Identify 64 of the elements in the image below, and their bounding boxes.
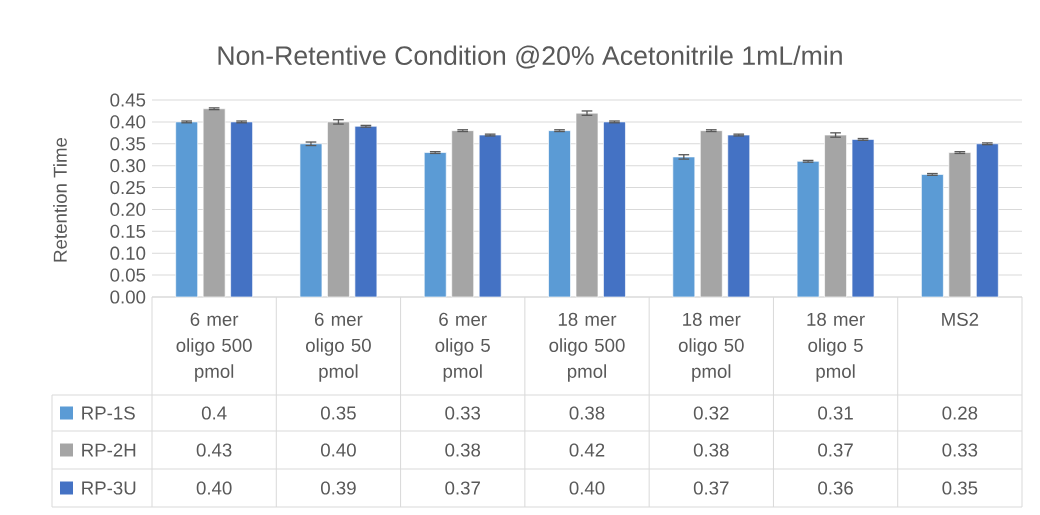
legend-label: RP-1S <box>82 406 135 420</box>
bar <box>824 134 847 298</box>
data-label: 0.40 <box>569 481 605 495</box>
data-label: 0.38 <box>693 443 729 457</box>
bar <box>548 130 571 298</box>
x-tick-label: MS2 <box>942 312 979 326</box>
data-label: 0.42 <box>569 443 605 457</box>
y-tick-label: 0.40 <box>110 115 146 129</box>
data-label: 0.35 <box>321 406 356 420</box>
bar <box>975 143 999 298</box>
data-label: 0.37 <box>445 481 480 495</box>
bar <box>202 108 226 298</box>
x-tick-label: 6 mer oligo 500 pmol <box>176 312 252 382</box>
y-tick-label: 0.15 <box>110 224 146 238</box>
data-label: 0.37 <box>818 443 853 457</box>
y-tick-label: 0.05 <box>110 268 146 282</box>
y-axis-title: Retention Time <box>53 137 67 262</box>
bar <box>327 121 350 298</box>
bar <box>423 152 447 298</box>
x-tick-label: 18 mer oligo 50 pmol <box>678 312 744 382</box>
bar <box>921 174 944 298</box>
bar <box>796 160 820 298</box>
bar <box>851 139 875 298</box>
data-label: 0.4 <box>201 406 227 420</box>
y-tick-label: 0.25 <box>110 180 146 195</box>
x-tick-label: 18 mer oligo 500 pmol <box>549 312 625 382</box>
data-label: 0.39 <box>321 481 356 495</box>
data-label: 0.38 <box>569 406 605 420</box>
data-label: 0.37 <box>693 481 729 495</box>
x-tick-label: 6 mer oligo 50 pmol <box>305 312 371 382</box>
data-label: 0.36 <box>818 481 853 495</box>
y-tick-label: 0.10 <box>110 246 146 260</box>
data-label: 0.38 <box>445 443 481 457</box>
bar <box>299 143 323 298</box>
bar <box>727 134 751 298</box>
data-label: 0.32 <box>693 406 729 420</box>
y-tick-label: 0.45 <box>110 93 146 107</box>
bar <box>575 112 599 298</box>
data-label: 0.40 <box>321 443 356 457</box>
y-tick-label: 0.30 <box>110 159 146 173</box>
x-tick-label: 18 mer oligo 5 pmol <box>807 312 865 382</box>
x-tick-label: 6 mer oligo 5 pmol <box>435 312 490 382</box>
data-label: 0.33 <box>942 443 978 457</box>
legend-label: RP-3U <box>82 481 136 495</box>
bar <box>948 152 972 298</box>
bar <box>175 121 199 298</box>
y-tick-label: 0.00 <box>110 290 146 304</box>
bar <box>451 130 475 298</box>
bar <box>230 121 253 298</box>
legend-label: RP-2H <box>82 443 136 457</box>
bar <box>672 156 696 298</box>
y-tick-label: 0.20 <box>110 202 146 217</box>
chart-title: Non-Retentive Condition @20% Acetonitrile 1mL/min <box>218 45 842 69</box>
bar <box>603 121 626 298</box>
data-label: 0.43 <box>196 443 232 457</box>
bar <box>699 130 723 298</box>
bar <box>354 125 378 298</box>
bar <box>478 134 502 298</box>
data-label: 0.33 <box>445 406 481 420</box>
data-label: 0.31 <box>818 406 853 420</box>
data-label: 0.28 <box>942 406 978 420</box>
data-label: 0.35 <box>942 481 978 495</box>
data-label: 0.40 <box>196 481 232 495</box>
y-tick-label: 0.35 <box>110 137 146 151</box>
